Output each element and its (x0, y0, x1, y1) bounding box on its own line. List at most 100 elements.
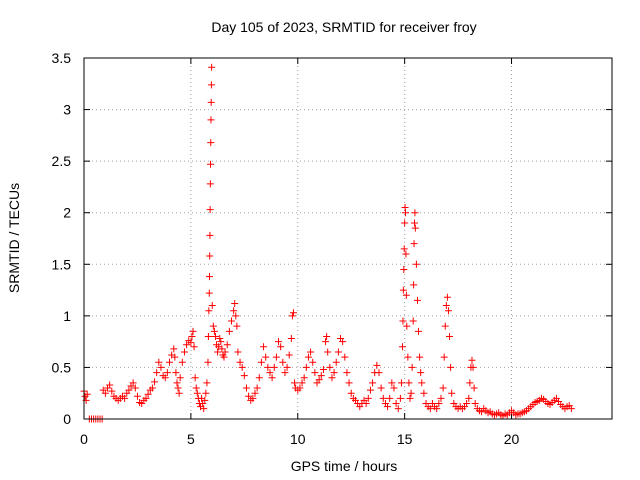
data-point (172, 369, 180, 377)
data-point (466, 379, 474, 387)
data-point (83, 390, 91, 398)
data-point (206, 180, 214, 188)
x-tick-label: 10 (290, 431, 306, 447)
data-point (334, 348, 342, 356)
data-point (171, 353, 179, 361)
data-point (240, 372, 248, 380)
data-point (225, 327, 233, 335)
data-point (217, 338, 225, 346)
data-point (204, 332, 212, 340)
data-point (203, 379, 211, 387)
data-point (366, 386, 374, 394)
data-point (264, 363, 272, 371)
data-point (386, 394, 394, 402)
data-point (204, 358, 212, 366)
y-tick-label: 2 (63, 205, 71, 221)
y-tick-label: 3 (63, 102, 71, 118)
data-point (471, 400, 479, 408)
data-point (384, 403, 392, 411)
data-point (207, 116, 215, 124)
data-point (402, 291, 410, 299)
data-point (236, 358, 244, 366)
data-point (206, 206, 214, 214)
data-point (206, 231, 214, 239)
data-point (298, 379, 306, 387)
data-point (469, 363, 477, 371)
x-tick-label: 20 (504, 431, 520, 447)
data-point (200, 405, 208, 413)
data-point (300, 374, 308, 382)
data-point (232, 312, 240, 320)
data-point (390, 384, 398, 392)
data-point (192, 384, 200, 392)
data-point (230, 307, 238, 315)
data-point (439, 384, 447, 392)
data-point (317, 372, 325, 380)
data-point (221, 348, 229, 356)
data-point (341, 353, 349, 361)
data-point (413, 296, 421, 304)
data-point (411, 224, 419, 232)
data-point (401, 219, 409, 227)
data-point (448, 389, 456, 397)
x-tick-label: 15 (397, 431, 413, 447)
data-point (125, 386, 133, 394)
data-point (420, 389, 428, 397)
data-point (144, 390, 152, 398)
data-point (468, 356, 476, 364)
data-point (311, 369, 319, 377)
data-point (207, 139, 215, 147)
data-point (405, 379, 413, 387)
data-point (157, 363, 165, 371)
data-point (307, 348, 315, 356)
data-point (209, 322, 217, 330)
data-point (400, 245, 408, 253)
data-point (408, 363, 416, 371)
data-point (253, 384, 261, 392)
data-point (223, 341, 231, 349)
data-point (214, 348, 222, 356)
data-point (234, 348, 242, 356)
data-point (399, 286, 407, 294)
data-point (260, 343, 268, 351)
data-point (272, 353, 280, 361)
data-point (433, 405, 441, 413)
y-tick-label: 3.5 (52, 50, 72, 66)
chart-title: Day 105 of 2023, SRMTID for receiver fro… (211, 19, 476, 35)
data-point (375, 369, 383, 377)
data-point (364, 394, 372, 402)
y-tick-label: 1.5 (52, 256, 72, 272)
data-point (444, 307, 452, 315)
data-point (402, 250, 410, 258)
data-point (155, 358, 163, 366)
grid-lines (84, 58, 612, 419)
data-point (208, 63, 216, 71)
data-point (379, 394, 387, 402)
data-point (330, 369, 338, 377)
data-point (281, 369, 289, 377)
data-point (266, 369, 274, 377)
data-point (238, 363, 246, 371)
data-point (287, 335, 295, 343)
data-point (193, 389, 201, 397)
data-point (245, 392, 253, 400)
data-point (296, 384, 304, 392)
data-point (345, 379, 353, 387)
data-point (207, 81, 215, 89)
data-point (347, 389, 355, 397)
data-point (409, 317, 417, 325)
data-point (392, 400, 400, 408)
data-point (275, 338, 283, 346)
data-point (322, 338, 330, 346)
data-point (163, 369, 171, 377)
y-tick-label: 0.5 (52, 359, 72, 375)
data-point (129, 379, 137, 387)
data-point (418, 379, 426, 387)
data-point (394, 405, 402, 413)
data-point (402, 209, 410, 217)
data-point (191, 374, 199, 382)
data-point (142, 394, 150, 402)
data-point (166, 358, 174, 366)
axis-ticks (83, 57, 612, 420)
